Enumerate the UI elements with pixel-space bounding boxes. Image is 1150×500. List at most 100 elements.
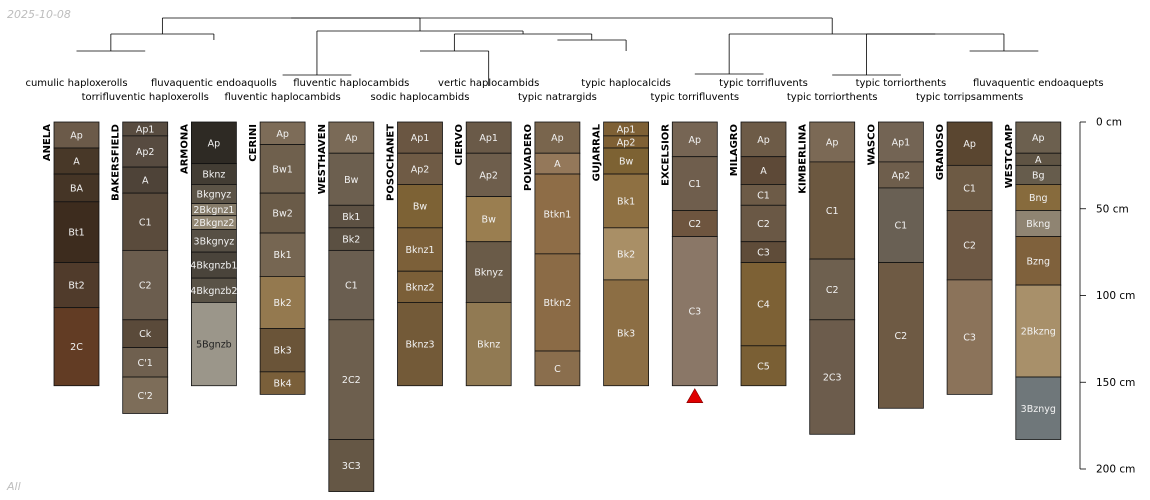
horizon-label: C1 bbox=[895, 221, 908, 232]
horizon-7 bbox=[122, 347, 169, 378]
horizon-label: A bbox=[73, 157, 80, 168]
horizon-label: 2Bkgnz2 bbox=[193, 218, 234, 229]
horizon-6 bbox=[328, 319, 375, 440]
horizon-8 bbox=[122, 376, 169, 414]
horizon-label: BA bbox=[70, 183, 84, 194]
horizon-label: Bt1 bbox=[68, 228, 84, 239]
horizon-6 bbox=[397, 302, 443, 387]
horizon-1 bbox=[397, 121, 443, 154]
taxonomy-label: fluventic haplocambids bbox=[293, 78, 409, 89]
horizon-2 bbox=[809, 161, 856, 260]
horizon-label: Bk1 bbox=[274, 250, 292, 261]
horizon-label: Bw bbox=[619, 157, 634, 168]
taxonomy-label: typic torripsamments bbox=[916, 92, 1023, 103]
horizon-4 bbox=[740, 204, 787, 243]
horizon-5 bbox=[534, 350, 581, 387]
dendrogram bbox=[76, 17, 1039, 86]
profile-armona: Ap Bknz Bkgnyz 2Bkgnz1 2Bkgnz2 3Bkgnyz 4Bkgnzb… bbox=[179, 121, 237, 387]
profile-ciervo: Ap1 Ap2 Bw Bknyz Bknz CIERVO bbox=[454, 121, 512, 387]
horizon-5 bbox=[1015, 210, 1062, 237]
horizon-label: A bbox=[760, 166, 767, 177]
horizon-4 bbox=[122, 192, 169, 251]
horizon-2 bbox=[946, 164, 993, 211]
depth-tick-label: 150 cm bbox=[1096, 377, 1135, 389]
horizon-2 bbox=[397, 152, 443, 185]
profile-kimberlina: Ap C1 C2 2C3 KIMBERLINA bbox=[798, 121, 856, 435]
horizon-label: C1 bbox=[139, 217, 152, 228]
horizon-2 bbox=[328, 152, 375, 206]
profile-westhaven: Ap Bw Bk1 Bk2 C1 2C2 3C3 WESTHAVEN bbox=[317, 121, 375, 492]
horizon-label: Bk2 bbox=[617, 249, 635, 260]
horizon-label: Ap bbox=[963, 139, 976, 150]
horizon-label: Bknz bbox=[477, 340, 500, 351]
horizon-3 bbox=[809, 258, 856, 321]
horizon-5 bbox=[53, 262, 100, 309]
horizon-label: C3 bbox=[688, 307, 701, 318]
horizon-7 bbox=[740, 345, 787, 387]
taxonomy-label: fluvaquentic endoaquolls bbox=[151, 78, 277, 89]
horizon-label: 4Bkgnzb2 bbox=[190, 286, 237, 297]
horizon-label: Btkn1 bbox=[543, 209, 571, 220]
profile-name: POSOCHANET bbox=[386, 124, 397, 201]
profile-westcamp: Ap A Bg Bng Bkng Bzng 2Bkzng 3Bznyg WESTCAMP bbox=[1004, 121, 1062, 440]
horizon-label: Bt2 bbox=[68, 281, 84, 292]
horizon-label: Bg bbox=[1032, 170, 1045, 181]
horizon-label: Ap bbox=[208, 138, 221, 149]
horizon-3 bbox=[53, 173, 100, 203]
horizon-label: Bknz2 bbox=[405, 282, 434, 293]
depth-tick-label: 100 cm bbox=[1096, 290, 1135, 302]
horizon-label: 3Bznyg bbox=[1021, 404, 1056, 415]
taxonomy-label: torrifluventic haploxerolls bbox=[82, 92, 209, 103]
horizon-label: 3Bkgnyz bbox=[194, 236, 235, 247]
horizon-label: C2 bbox=[139, 281, 152, 292]
horizon-1 bbox=[328, 121, 375, 154]
horizon-7 bbox=[259, 371, 306, 395]
horizon-label: Ap bbox=[689, 135, 702, 146]
horizon-label: C3 bbox=[757, 248, 770, 259]
horizon-label: Ap1 bbox=[479, 133, 498, 144]
horizon-label: C1 bbox=[963, 183, 976, 194]
horizon-label: Ap bbox=[757, 135, 770, 146]
horizon-7 bbox=[190, 251, 237, 279]
taxonomy-label: fluvaquentic endoaquepts bbox=[973, 78, 1104, 89]
horizon-2 bbox=[465, 152, 512, 198]
profile-wasco: Ap1 Ap2 C1 C2 WASCO bbox=[866, 121, 924, 409]
horizon-8 bbox=[190, 277, 237, 303]
taxonomy-label: typic natrargids bbox=[518, 92, 597, 103]
horizon-4 bbox=[946, 279, 993, 395]
horizon-label: C2 bbox=[963, 241, 976, 252]
horizon-6 bbox=[122, 319, 169, 348]
horizon-label: Bkng bbox=[1026, 219, 1050, 230]
horizon-label: Btkn2 bbox=[543, 298, 571, 309]
profile-polvadero: Ap A Btkn1 Btkn2 C POLVADERO bbox=[523, 121, 581, 387]
horizon-label: Ap2 bbox=[411, 164, 430, 175]
horizon-label: C'2 bbox=[138, 391, 153, 402]
profile-name: KIMBERLINA bbox=[798, 124, 809, 194]
horizon-6 bbox=[740, 262, 787, 347]
horizon-label: Ap bbox=[1032, 133, 1045, 144]
horizon-label: C'1 bbox=[138, 358, 153, 369]
profile-name: BAKERSFIELD bbox=[111, 124, 122, 201]
profile-name: GUJARRAL bbox=[592, 123, 603, 181]
taxonomy-label: sodic haplocambids bbox=[371, 92, 470, 103]
horizon-label: C2 bbox=[895, 331, 908, 342]
horizon-label: A bbox=[554, 159, 561, 170]
horizon-4 bbox=[603, 173, 649, 229]
horizon-3 bbox=[397, 184, 443, 229]
taxonomy-label: typic torrifluvents bbox=[719, 78, 808, 89]
depth-axis: 0 cm 50 cm 100 cm 150 cm 200 cm bbox=[1079, 117, 1135, 476]
depth-tick-label: 200 cm bbox=[1096, 464, 1135, 476]
horizon-2 bbox=[53, 147, 100, 175]
horizon-1 bbox=[53, 121, 100, 149]
taxonomy-label: vertic haplocambids bbox=[438, 78, 539, 89]
footer-label: All bbox=[7, 480, 21, 493]
horizon-label: Ap bbox=[345, 133, 358, 144]
date-label: 2025-10-08 bbox=[7, 8, 71, 21]
horizon-label: C1 bbox=[688, 179, 701, 190]
horizon-3 bbox=[671, 210, 718, 237]
horizon-label: 2Bkgnz1 bbox=[193, 205, 234, 216]
horizon-label: 2C bbox=[70, 342, 83, 353]
horizon-1 bbox=[740, 121, 787, 158]
horizon-label: Bk1 bbox=[617, 196, 635, 207]
